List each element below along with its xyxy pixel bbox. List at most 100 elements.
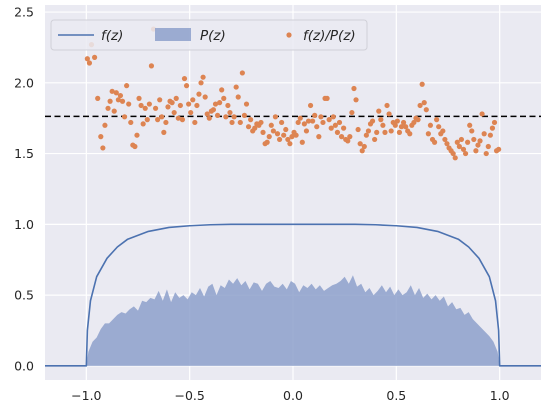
scatter-point-17 bbox=[124, 83, 130, 89]
scatter-point-134 bbox=[365, 128, 372, 134]
scatter-point-77 bbox=[248, 117, 254, 123]
scatter-point-183 bbox=[467, 122, 473, 128]
scatter-point-10 bbox=[109, 88, 115, 94]
scatter-point-37 bbox=[165, 104, 171, 110]
scatter-point-120 bbox=[336, 119, 343, 126]
scatter-point-39 bbox=[169, 100, 175, 106]
scatter-point-115 bbox=[326, 117, 332, 123]
scatter-point-59 bbox=[210, 107, 217, 113]
x-tick-label-3: 0.5 bbox=[386, 388, 406, 403]
scatter-point-170 bbox=[440, 128, 446, 134]
legend-label-f: f(z) bbox=[101, 28, 123, 44]
scatter-point-91 bbox=[276, 136, 283, 143]
scatter-point-103 bbox=[301, 121, 307, 127]
scatter-point-27 bbox=[144, 117, 150, 123]
scatter-point-178 bbox=[456, 143, 462, 150]
scatter-point-141 bbox=[380, 122, 386, 128]
scatter-point-14 bbox=[117, 92, 124, 99]
area-p-of-z bbox=[86, 275, 500, 366]
scatter-point-175 bbox=[450, 150, 456, 157]
scatter-point-47 bbox=[186, 101, 192, 107]
scatter-point-83 bbox=[260, 129, 266, 135]
scatter-point-177 bbox=[454, 139, 460, 145]
scatter-point-16 bbox=[121, 114, 128, 120]
scatter-point-72 bbox=[237, 119, 243, 126]
scatter-point-137 bbox=[372, 136, 378, 143]
legend-area-swatch bbox=[155, 28, 191, 41]
scatter-point-159 bbox=[417, 102, 423, 109]
scatter-point-145 bbox=[388, 128, 394, 134]
scatter-point-129 bbox=[355, 126, 361, 133]
scatter-point-92 bbox=[279, 119, 285, 126]
scatter-point-94 bbox=[283, 126, 289, 133]
scatter-point-100 bbox=[295, 119, 301, 126]
scatter-point-194 bbox=[489, 125, 496, 131]
scatter-point-128 bbox=[353, 97, 359, 103]
scatter-point-18 bbox=[126, 101, 132, 107]
scatter-point-107 bbox=[310, 118, 316, 124]
scatter-point-11 bbox=[111, 108, 117, 114]
scatter-point-34 bbox=[159, 114, 165, 120]
scatter-point-127 bbox=[351, 85, 357, 92]
scatter-point-172 bbox=[444, 141, 450, 147]
scatter-point-4 bbox=[95, 95, 101, 101]
scatter-point-76 bbox=[245, 124, 252, 130]
scatter-point-31 bbox=[152, 105, 159, 111]
scatter-point-0 bbox=[84, 56, 90, 62]
scatter-point-15 bbox=[119, 98, 126, 104]
scatter-point-189 bbox=[479, 111, 485, 117]
scatter-point-182 bbox=[465, 139, 471, 145]
scatter-point-32 bbox=[155, 117, 161, 123]
scatter-point-171 bbox=[442, 136, 448, 143]
scatter-point-106 bbox=[307, 102, 314, 109]
scatter-point-54 bbox=[200, 74, 206, 80]
scatter-point-186 bbox=[473, 148, 479, 154]
scatter-point-131 bbox=[359, 148, 365, 154]
scatter-point-176 bbox=[452, 155, 458, 161]
scatter-point-6 bbox=[100, 145, 106, 151]
scatter-point-21 bbox=[132, 143, 138, 150]
legend: f(z) P(z) f(z)/P(z) bbox=[50, 19, 368, 51]
x-tick-label-1: −0.5 bbox=[174, 388, 204, 403]
scatter-point-44 bbox=[179, 117, 186, 123]
legend-label-ratio: f(z)/P(z) bbox=[303, 28, 356, 44]
scatter-point-148 bbox=[394, 118, 400, 124]
scatter-point-142 bbox=[382, 129, 388, 135]
scatter-point-121 bbox=[338, 134, 345, 140]
scatter-point-179 bbox=[458, 136, 465, 143]
scatter-point-149 bbox=[396, 129, 403, 135]
scatter-point-152 bbox=[403, 124, 409, 130]
y-tick-label-4: 2.0 bbox=[14, 75, 34, 90]
scatter-point-75 bbox=[243, 101, 250, 107]
y-tick-label-3: 1.5 bbox=[14, 146, 34, 161]
scatter-point-117 bbox=[330, 114, 336, 120]
scatter-point-138 bbox=[374, 129, 380, 135]
scatter-point-5 bbox=[98, 134, 104, 140]
scatter-point-168 bbox=[436, 124, 442, 130]
scatter-point-197 bbox=[496, 146, 502, 152]
x-tick-label-4: 1.0 bbox=[490, 388, 510, 403]
scatter-point-33 bbox=[157, 97, 163, 103]
y-tick-label-2: 1.0 bbox=[14, 217, 34, 232]
scatter-point-66 bbox=[225, 102, 231, 109]
scatter-point-86 bbox=[266, 134, 272, 140]
scatter-point-126 bbox=[349, 109, 355, 116]
scatter-point-166 bbox=[431, 139, 438, 145]
grid bbox=[45, 5, 541, 380]
scatter-point-190 bbox=[481, 131, 487, 137]
scatter-point-88 bbox=[270, 128, 276, 134]
scatter-point-49 bbox=[190, 97, 196, 103]
scatter-point-19 bbox=[128, 119, 134, 126]
scatter-point-95 bbox=[285, 136, 291, 143]
scatter-point-51 bbox=[194, 102, 200, 109]
scatter-point-192 bbox=[485, 143, 491, 150]
scatter-point-162 bbox=[423, 107, 429, 113]
scatter-point-105 bbox=[305, 118, 312, 124]
scatter-point-85 bbox=[264, 139, 270, 145]
scatter-point-116 bbox=[328, 125, 334, 131]
scatter-point-29 bbox=[148, 63, 155, 69]
scatter-point-164 bbox=[427, 122, 434, 128]
scatter-point-119 bbox=[334, 129, 341, 135]
scatter-point-133 bbox=[363, 132, 369, 138]
scatter-point-160 bbox=[419, 81, 425, 87]
